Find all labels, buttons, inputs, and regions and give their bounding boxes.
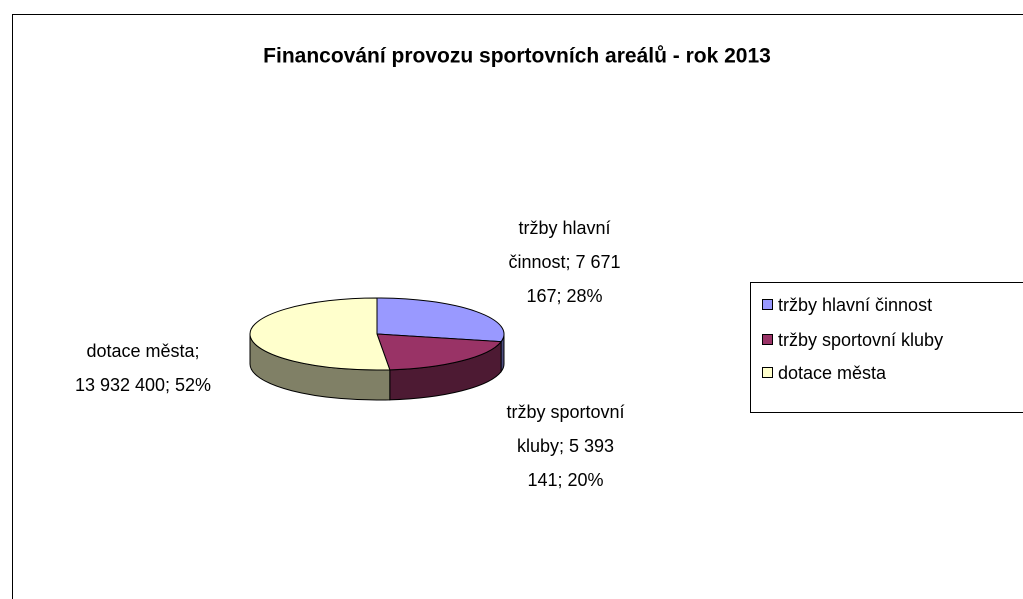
legend-swatch bbox=[762, 334, 773, 345]
legend-swatch bbox=[762, 299, 773, 310]
data-label: tržby sportovní kluby; 5 393 141; 20% bbox=[506, 402, 625, 490]
legend-label: tržby hlavní činnost bbox=[778, 295, 932, 315]
data-label: dotace města; 13 932 400; 52% bbox=[74, 341, 212, 395]
legend-swatch bbox=[762, 367, 773, 378]
pie-slice bbox=[376, 333, 503, 371]
legend-label: tržby sportovní kluby bbox=[778, 330, 943, 350]
legend-box bbox=[750, 282, 1023, 413]
pie-slice bbox=[376, 297, 505, 343]
legend-label: dotace města bbox=[778, 363, 887, 383]
data-label: tržby hlavní činnost; 7 671 167; 28% bbox=[508, 218, 621, 306]
pie-slice bbox=[249, 297, 391, 371]
chart-title: Financování provozu sportovních areálů -… bbox=[263, 45, 771, 68]
